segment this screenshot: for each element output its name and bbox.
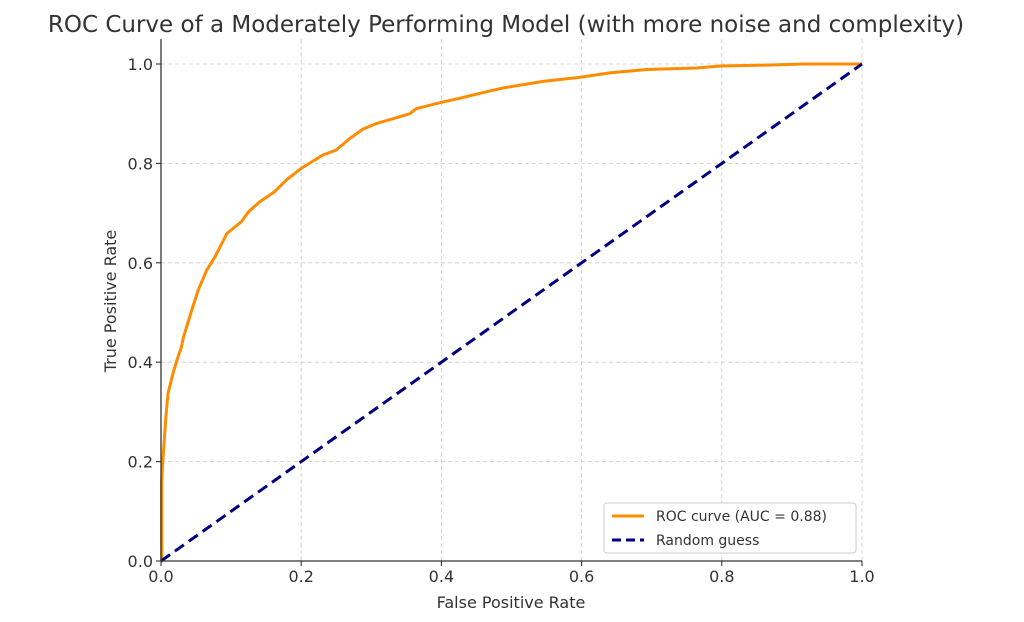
roc-curve-line	[160, 62, 862, 563]
legend-box	[603, 502, 857, 554]
legend-label-roc: ROC curve (AUC = 0.88)	[656, 509, 827, 525]
y-tick-label: 0.2	[128, 453, 153, 472]
random-guess-line	[160, 62, 863, 563]
y-ticks: 0.0 0.2 0.4 0.6 0.8 1.0	[128, 55, 161, 571]
x-ticks: 0.0 0.2 0.4 0.6 0.8 1.0	[148, 561, 875, 586]
series-layer	[160, 62, 863, 563]
y-tick-label: 1.0	[128, 55, 153, 74]
chart-title: ROC Curve of a Moderately Performing Mod…	[48, 12, 964, 38]
x-tick-label: 0.0	[148, 567, 173, 586]
y-tick-label: 0.4	[128, 353, 153, 372]
y-tick-label: 0.8	[128, 154, 153, 173]
legend-label-random: Random guess	[656, 533, 759, 549]
y-axis-label: True Positive Rate	[101, 230, 120, 374]
legend: ROC curve (AUC = 0.88) Random guess	[603, 502, 857, 554]
x-tick-label: 0.6	[569, 567, 594, 586]
x-tick-label: 0.8	[709, 567, 734, 586]
x-tick-label: 0.2	[288, 567, 313, 586]
y-tick-label: 0.0	[128, 552, 153, 571]
x-tick-label: 1.0	[849, 567, 874, 586]
grid	[161, 39, 863, 561]
y-tick-label: 0.6	[128, 254, 153, 273]
x-tick-label: 0.4	[429, 567, 454, 586]
x-axis-label: False Positive Rate	[437, 593, 586, 612]
